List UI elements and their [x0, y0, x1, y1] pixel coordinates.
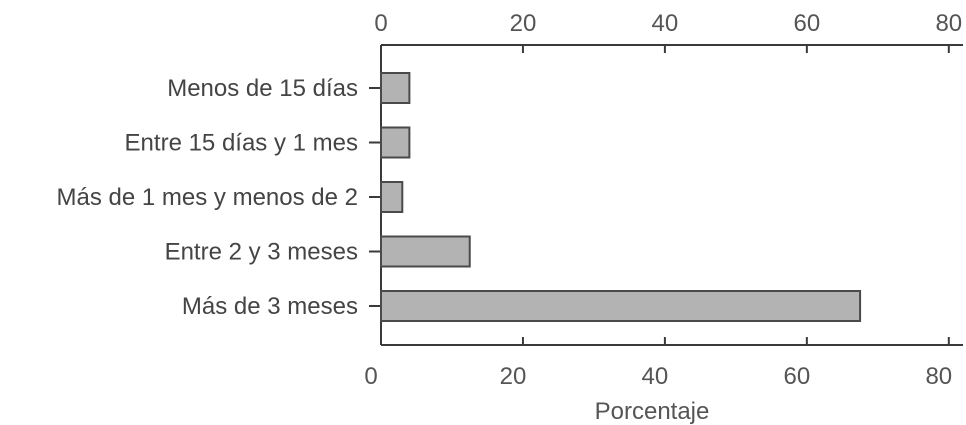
- bottom-tick-label: 60: [784, 363, 811, 390]
- bar: [380, 126, 411, 159]
- top-tick-label: 40: [652, 10, 679, 37]
- bar: [380, 72, 411, 104]
- category-label: Entre 2 y 3 meses: [165, 239, 358, 266]
- top-tick-label: 80: [935, 10, 962, 37]
- category-label: Menos de 15 días: [167, 75, 358, 102]
- category-label: Entre 15 días y 1 mes: [125, 130, 358, 157]
- bottom-tick-label: 80: [925, 363, 952, 390]
- bars: [380, 72, 862, 322]
- category-label: Más de 1 mes y menos de 2: [57, 184, 358, 211]
- category-label: Más de 3 meses: [182, 293, 358, 320]
- top-tick-label: 0: [374, 10, 387, 37]
- bottom-tick-label: 0: [364, 363, 377, 390]
- bar: [380, 290, 862, 322]
- axes: 0 0 20 20 40 40 60 60 80 80: [364, 10, 963, 390]
- top-tick-label: 20: [510, 10, 537, 37]
- bottom-tick-label: 40: [642, 363, 669, 390]
- top-tick-label: 60: [794, 10, 821, 37]
- bar: [380, 235, 471, 268]
- x-axis-title: Porcentaje: [595, 398, 710, 425]
- bottom-tick-label: 20: [500, 363, 527, 390]
- bar: [380, 181, 404, 213]
- category-labels: Menos de 15 días Entre 15 días y 1 mes Más…: [57, 75, 358, 320]
